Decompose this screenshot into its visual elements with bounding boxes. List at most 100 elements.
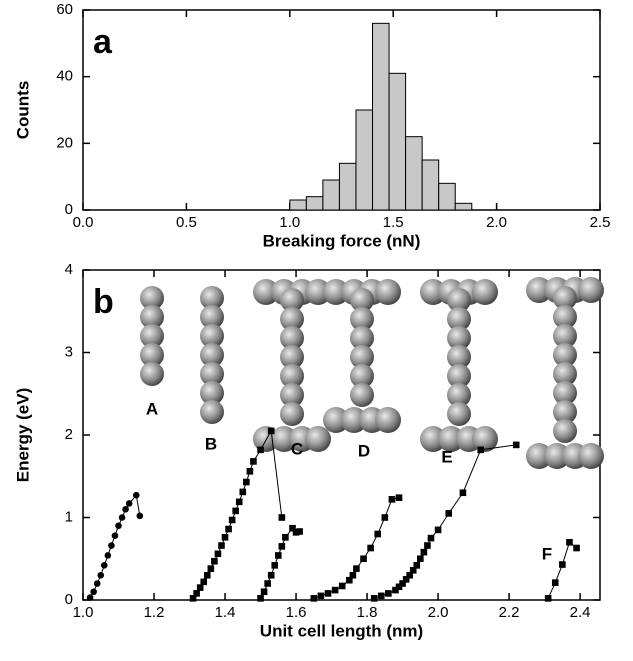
point	[267, 427, 275, 435]
point	[338, 582, 346, 590]
x-tick-label: 1.6	[286, 604, 307, 621]
atom	[271, 426, 297, 452]
series-line	[260, 527, 300, 599]
point	[211, 557, 218, 565]
atom	[140, 286, 164, 310]
panel-label: a	[93, 23, 113, 61]
atom	[140, 362, 164, 386]
atom	[420, 279, 446, 305]
atom	[438, 426, 464, 452]
atom	[472, 426, 498, 452]
x-tick-label: 1.0	[73, 604, 94, 621]
atom	[553, 381, 577, 405]
series-line	[547, 541, 577, 599]
x-tick-label: 1.5	[383, 214, 404, 231]
point	[370, 595, 378, 602]
atom	[526, 443, 552, 469]
series-line	[313, 497, 400, 599]
x-tick-label: 1.4	[215, 604, 236, 621]
point	[399, 580, 406, 587]
atom	[553, 400, 577, 424]
hist-bar	[372, 22, 390, 211]
atom	[280, 402, 304, 426]
atom	[553, 419, 577, 443]
x-tick-label: 0.5	[176, 214, 197, 231]
atom	[305, 279, 331, 305]
atom	[350, 307, 374, 331]
point	[260, 588, 268, 596]
point	[566, 538, 573, 546]
point	[274, 552, 282, 559]
point	[111, 532, 119, 539]
point	[360, 555, 367, 563]
y-tick-label: 4	[65, 261, 73, 278]
hist-bar	[322, 179, 340, 211]
point	[346, 576, 353, 584]
point	[406, 571, 413, 579]
atom	[280, 307, 304, 331]
point	[409, 567, 417, 574]
atom	[140, 305, 164, 329]
point	[573, 544, 580, 552]
point	[136, 512, 144, 520]
atom	[544, 443, 570, 469]
point	[424, 542, 431, 549]
point	[420, 548, 428, 556]
y-axis-title: Counts	[13, 81, 32, 140]
structure-label: B	[205, 434, 217, 453]
y-tick-label: 0	[65, 201, 73, 218]
point	[264, 580, 271, 587]
point	[250, 458, 257, 465]
atom	[280, 364, 304, 388]
point	[267, 571, 275, 579]
hist-bar	[355, 109, 374, 211]
point	[271, 562, 279, 569]
atom	[553, 305, 577, 329]
point	[232, 507, 239, 515]
y-tick-label: 2	[65, 426, 73, 443]
atom	[350, 383, 374, 407]
point	[207, 565, 215, 572]
atom	[447, 383, 471, 407]
atom	[553, 343, 577, 367]
point	[243, 478, 250, 486]
hist-bar	[388, 72, 407, 211]
point	[93, 580, 101, 587]
point	[246, 468, 254, 475]
atom	[447, 345, 471, 369]
atom	[200, 381, 224, 405]
atom	[350, 345, 374, 369]
y-tick-label: 60	[56, 1, 73, 18]
point	[427, 534, 435, 542]
point	[331, 586, 339, 594]
atom	[200, 286, 224, 310]
point	[402, 576, 410, 583]
atom	[200, 343, 224, 367]
structure-label: A	[146, 399, 158, 418]
point	[381, 514, 389, 521]
point	[225, 525, 232, 533]
point	[392, 586, 399, 594]
point	[189, 595, 197, 602]
atom	[200, 324, 224, 348]
atom	[280, 326, 304, 350]
point	[377, 592, 385, 600]
atom	[375, 279, 401, 305]
point	[544, 595, 552, 602]
point	[125, 500, 133, 507]
y-tick-label: 20	[56, 134, 73, 151]
hist-bar	[454, 202, 473, 211]
atom	[200, 400, 224, 424]
hist-bar	[421, 159, 440, 211]
point	[395, 494, 403, 501]
atom	[140, 343, 164, 367]
x-axis-title: Unit cell length (nm)	[260, 621, 423, 640]
atom	[280, 288, 304, 312]
atom	[305, 426, 331, 452]
atom	[578, 443, 604, 469]
atom	[553, 362, 577, 386]
structure-label: F	[542, 544, 552, 563]
x-tick-label: 0.0	[73, 214, 94, 231]
atom	[447, 307, 471, 331]
